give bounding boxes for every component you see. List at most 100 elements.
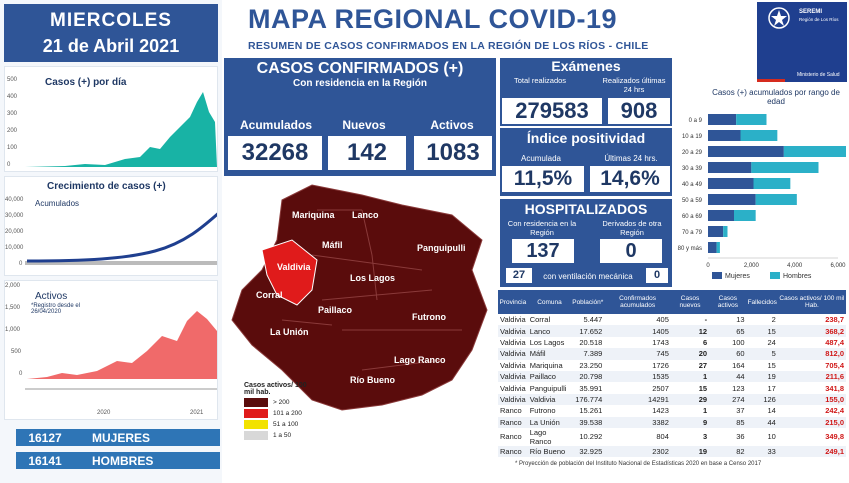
table-cell: 14291 [604,393,671,406]
age-bar-hombres [740,130,778,141]
seremi-logo: SEREMI Región de Los Ríos Ministerio de … [757,2,847,82]
table-cell: 24 [767,337,776,347]
table-cell: 19 [746,370,778,383]
age-category-label: 30 a 39 [682,166,703,172]
ytick: 200 [7,128,18,134]
table-footnote: * Proyección de población del Instituto … [515,461,762,467]
logo-line3: Ministerio de Salud [797,72,840,78]
hospital-res-value: 137 [512,239,574,263]
table-cell: 487,4 [825,337,844,347]
table-cell: Máfil [527,348,572,360]
hospital-der-value: 0 [600,239,662,263]
ytick: 2,000 [5,283,21,289]
confirmed-subtitle: Con residencia en la Región [293,78,427,89]
exams-total-label: Total realizados [513,76,567,85]
table-cell: 85 [709,416,747,428]
ytick: 500 [11,349,22,355]
table-cell: 7.389 [571,348,605,360]
age-xtick: 6,000 [830,263,846,269]
table-cell: 164 [732,360,745,370]
exams-title: Exámenes [551,58,621,74]
legend-swatch [244,431,268,440]
women-label: MUJERES [92,430,151,445]
table-cell: 705,4 [825,360,844,370]
daily-cases-chart: Casos (+) por día 500 400 300 200 100 0 [4,66,218,172]
ytick: 0 [19,371,23,377]
table-cell: Corral [529,315,551,325]
region-map-shapes [231,184,488,411]
men-badge: 16141 HOMBRES [16,452,220,469]
age-bar-hombres [736,114,767,125]
age-bar-hombres [734,210,756,221]
map-label-los-lagos: Los Lagos [350,273,396,283]
table-cell: 1535 [604,370,671,383]
ytick: 1,500 [5,305,21,311]
table-cell: 6 [702,337,708,347]
ventilation-label: con ventilación mecánica [543,272,633,281]
table-cell: 804 [656,432,669,442]
table-cell: 2 [771,315,776,325]
hospital-title: HOSPITALIZADOS [524,201,648,217]
table-cell: 1 [702,406,708,416]
table-cell: 20.518 [579,337,603,347]
table-cell: 60 [709,348,747,360]
share-button[interactable] [383,426,407,450]
table-cell: 10 [767,432,776,442]
expand-icon [445,429,463,447]
ytick: 20,000 [5,229,24,235]
fullscreen-button[interactable] [442,426,466,450]
legend-row: > 200 [244,398,314,407]
table-cell: 341,8 [825,383,844,393]
positivity-panel: Índice positividad Acumulada Últimas 24 … [500,128,672,196]
ytick: 1,000 [5,327,21,333]
active-area [27,311,217,379]
th-activos: Casos activos [709,290,747,314]
table-cell: 238,7 [825,315,844,325]
age-category-label: 0 a 9 [689,118,703,124]
table-cell: 155,0 [777,393,846,406]
th-tasa: Casos activos/ 100 mil Hab. [777,290,846,314]
age-bar-mujeres [708,210,734,221]
age-xtick: 2,000 [744,263,760,269]
table-row: Ranco Río Bueno 32.925 2302 19 82 33 249,1 [498,445,846,458]
table-cell: 13 [736,315,745,325]
ytick: 40,000 [5,197,24,203]
table-cell: 15 [698,383,708,393]
legend-row: 51 a 100 [244,420,314,429]
table-cell: 123 [732,383,745,393]
active-note: *Registro desde el 26/04/2020 [31,303,81,315]
map-label-futrono: Futrono [412,312,446,322]
table-cell: 20 [670,348,710,360]
year-label: 2020 [97,410,111,416]
table-cell: 27 [698,360,708,370]
table-row: Ranco La Unión 39.538 3382 9 85 44 215,0 [498,416,846,428]
confirmed-panel: CASOS CONFIRMADOS (+) Con residencia en … [224,58,496,176]
age-bar-mujeres [708,114,737,125]
table-cell: Panguipulli [529,383,567,393]
new-value: 142 [328,136,406,170]
positivity-acum-label: Acumulada [520,154,562,163]
map-label-mariquina: Mariquina [292,210,335,220]
active-value: 1083 [414,136,492,170]
age-chart-title: Casos (+) acumulados por rango de edad [712,88,840,106]
table-cell: 126 [746,393,778,406]
age-bar-mujeres [708,242,717,253]
table-row: Valdivia Mariquina 23.250 1726 27 164 15 705,4 [498,360,846,371]
table-cell: 14 [767,406,776,416]
table-cell: Ranco [498,416,528,428]
age-bar-mujeres [708,178,754,189]
table-cell: Valdivia [498,325,528,337]
date-box: MIERCOLES 21 de Abril 2021 [4,4,218,62]
map-label-la-union: La Unión [270,327,309,337]
age-bar-mujeres [708,194,756,205]
age-category-label: 20 a 29 [682,150,703,156]
table-row: Valdivia Máfil 7.389 745 20 60 5 812,0 [498,348,846,360]
table-row: Valdivia Panguipulli 35.991 2507 15 123 17 341,… [498,382,846,393]
age-category-label: 50 a 59 [682,198,703,204]
date-full: 21 de Abril 2021 [42,36,180,56]
table-cell: Valdivia [500,360,526,370]
table-cell: 44 [709,370,747,383]
logo-line1: SEREMI [799,9,823,15]
legend-swatch [712,272,722,279]
